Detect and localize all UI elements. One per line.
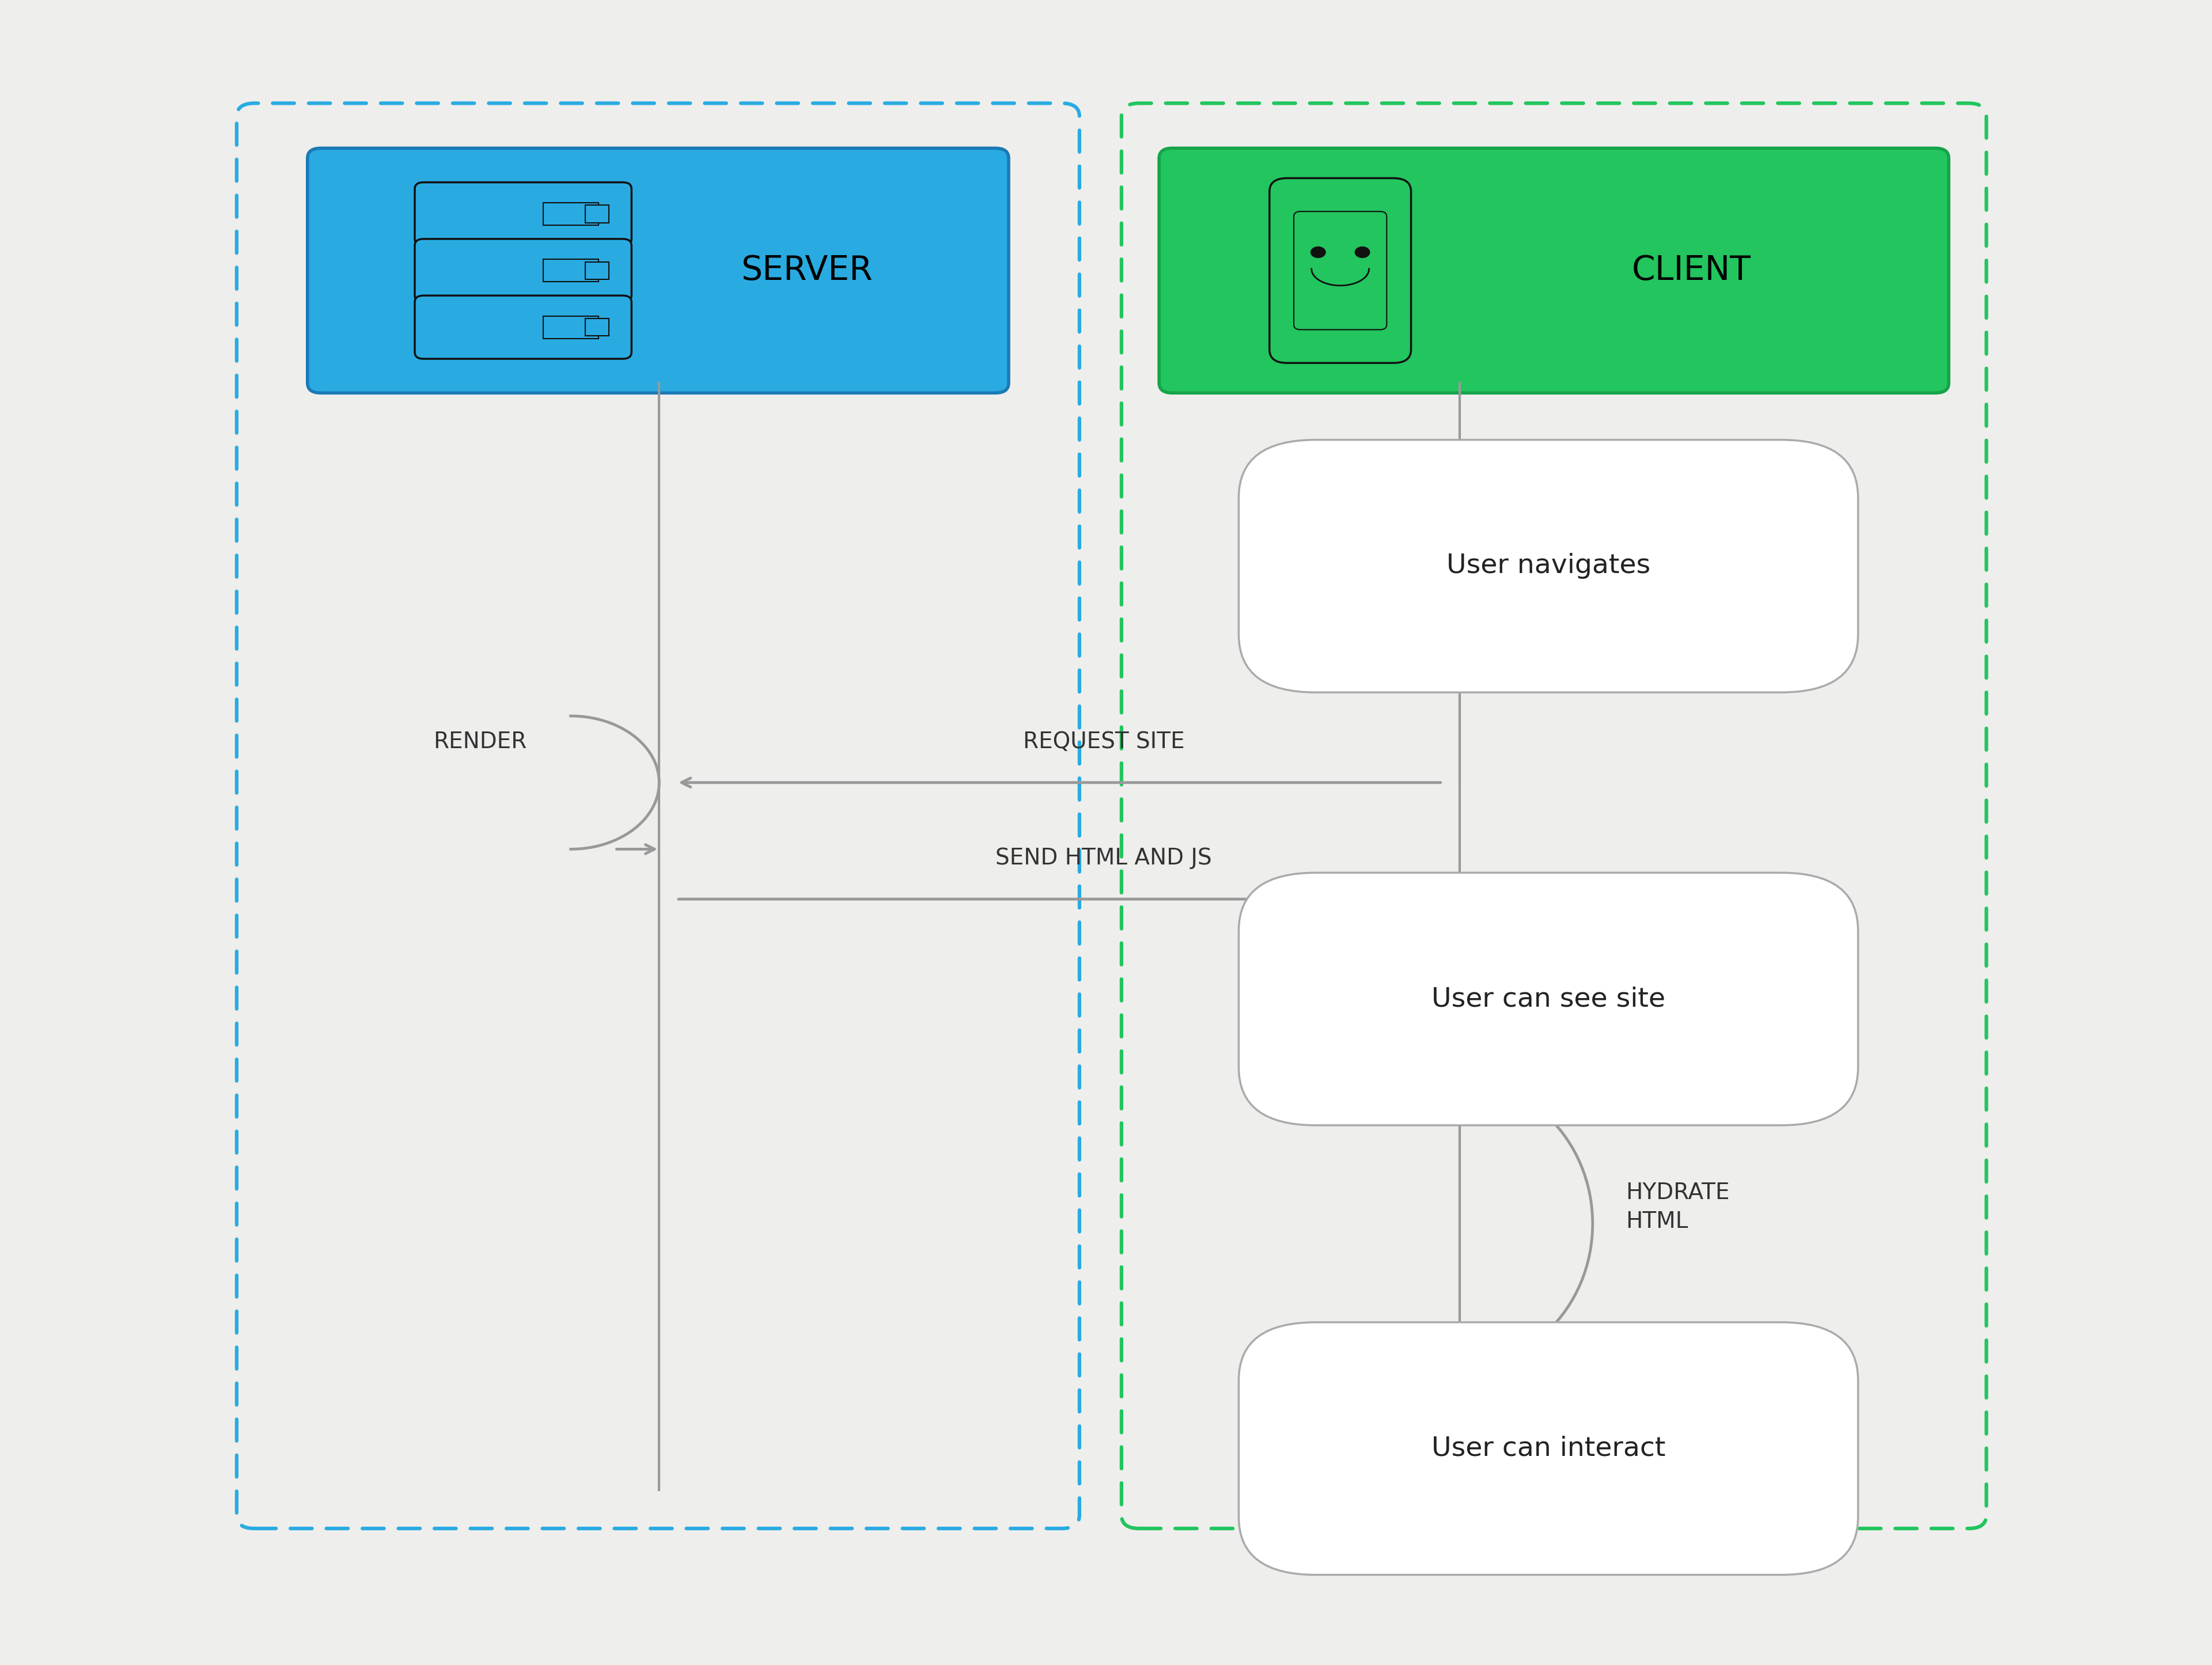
FancyBboxPatch shape: [416, 181, 633, 245]
Text: SEND HTML AND JS: SEND HTML AND JS: [995, 847, 1212, 869]
FancyBboxPatch shape: [1270, 178, 1411, 363]
Text: REQUEST SITE: REQUEST SITE: [1022, 731, 1186, 753]
FancyBboxPatch shape: [307, 148, 1009, 393]
Text: CLIENT: CLIENT: [1632, 255, 1752, 286]
FancyBboxPatch shape: [416, 295, 633, 358]
Text: User navigates: User navigates: [1447, 553, 1650, 579]
Bar: [544, 316, 599, 338]
Bar: [586, 318, 608, 336]
FancyBboxPatch shape: [1159, 148, 1949, 393]
FancyBboxPatch shape: [1239, 1322, 1858, 1575]
FancyBboxPatch shape: [1239, 872, 1858, 1126]
Bar: [544, 260, 599, 281]
Text: RENDER: RENDER: [434, 731, 526, 753]
Bar: [586, 261, 608, 280]
Text: User can see site: User can see site: [1431, 986, 1666, 1012]
Text: HYDRATE
HTML: HYDRATE HTML: [1626, 1182, 1730, 1232]
Circle shape: [1310, 246, 1325, 258]
Text: SERVER: SERVER: [741, 255, 872, 286]
Circle shape: [1354, 246, 1369, 258]
Bar: [544, 203, 599, 225]
FancyBboxPatch shape: [1294, 211, 1387, 330]
FancyBboxPatch shape: [416, 238, 633, 303]
Text: User can interact: User can interact: [1431, 1435, 1666, 1462]
FancyBboxPatch shape: [1239, 440, 1858, 693]
Bar: [586, 205, 608, 223]
